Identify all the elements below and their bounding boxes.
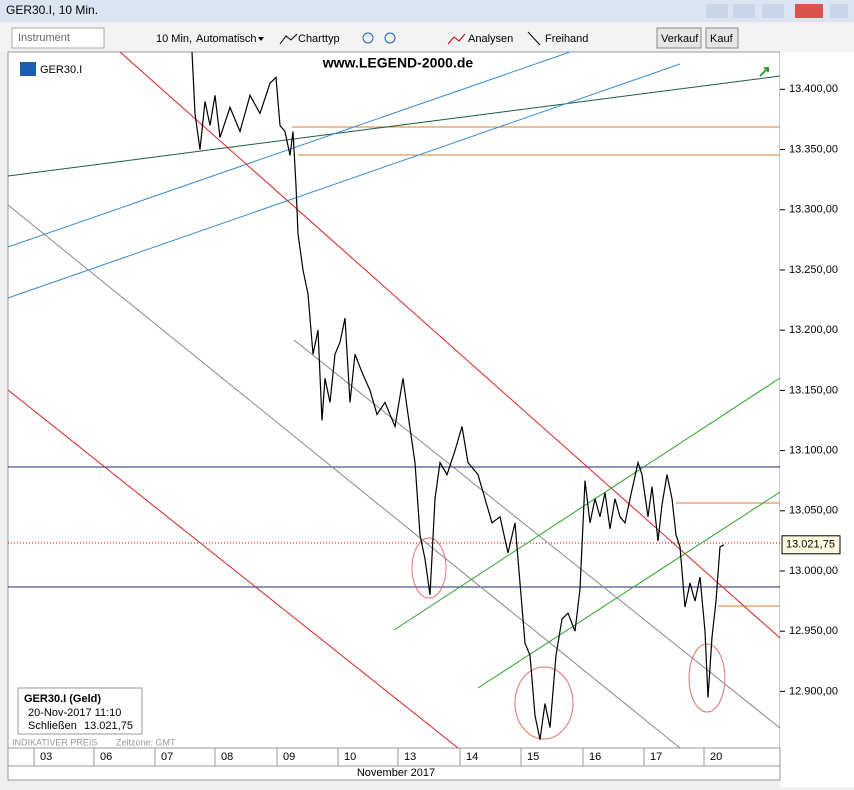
x-tick-label: 08 [221,751,233,763]
x-tick-label: 07 [161,751,173,763]
highlight-circle [411,537,447,599]
trend-line [7,63,681,299]
freehand[interactable]: Freihand [545,33,588,45]
y-tick-label: 12.950,00 [789,625,838,637]
trend-line [477,491,781,689]
instrument-placeholder: Instrument [18,32,70,44]
charttype-icon [279,33,298,45]
window-controls [706,4,848,18]
cfd-icon [20,62,36,76]
trend-line [7,204,681,749]
restore-button[interactable] [733,4,755,18]
x-tick-label: 03 [40,751,52,763]
zoom-out[interactable] [384,32,396,44]
arrow-button[interactable] [830,4,848,18]
min-button[interactable] [706,4,728,18]
last-price-label: 13.021,75 [786,539,835,551]
y-tick-label: 13.050,00 [789,505,838,517]
y-tick-label: 13.000,00 [789,565,838,577]
instrument-input[interactable] [11,27,105,49]
sell-label: Verkauf [661,33,699,45]
x-axis-area [7,747,781,767]
info-close-label: Schließen [28,720,77,732]
analyses[interactable]: Analysen [468,33,513,45]
price-line [191,51,725,740]
close-button[interactable] [795,4,823,18]
x-tick-label: 09 [283,751,295,763]
month-area [7,765,781,781]
plot-area [7,51,781,749]
info-datetime: 20-Nov-2017 11:10 [28,707,121,719]
highlight-circle [514,666,574,740]
max-button[interactable] [762,4,784,18]
x-tick-label: 16 [589,751,601,763]
y-tick-label: 13.100,00 [789,444,838,456]
y-tick-label: 13.250,00 [789,264,838,276]
charttype[interactable]: Charttyp [298,33,340,45]
x-tick-label: 20 [710,751,722,763]
trend-line [7,389,459,749]
analysis-icon [447,33,466,45]
timezone: Zeitzone: GMT [116,737,176,747]
y-tick-label: 13.350,00 [789,143,838,155]
interval[interactable]: 10 Min, [156,33,192,45]
trend-line [293,339,781,729]
zoom-in[interactable] [362,32,374,44]
trend-line [119,51,781,639]
freehand-icon [527,31,541,46]
buy-label: Kauf [710,33,734,45]
indicative: INDIKATIVER PREIS [12,737,97,747]
x-tick-label: 14 [466,751,478,763]
x-tick-label: 17 [650,751,662,763]
symbol-label[interactable]: GER30.I [40,64,82,76]
window-title: GER30.I, 10 Min. [6,3,98,17]
month-label: November 2017 [357,767,435,779]
last-price-box [781,535,841,555]
mode[interactable]: Automatisch [196,33,257,45]
title-bar [0,0,854,22]
watermark: www.LEGEND-2000.de [322,55,474,71]
x-tick-label: 10 [344,751,356,763]
sell-button[interactable] [656,27,702,49]
info-close-value: 13.021,75 [84,720,133,732]
y-tick-label: 13.200,00 [789,324,838,336]
x-tick-label: 06 [100,751,112,763]
trend-line [393,377,781,631]
highlight-circle [688,643,726,713]
dropdown-arrow [258,37,264,41]
trend-line [7,75,781,177]
y-axis-area [780,52,854,787]
x-tick-label: 13 [404,751,416,763]
y-tick-label: 12.900,00 [789,685,838,697]
x-tick-label: 15 [527,751,539,763]
buy-button[interactable] [705,27,739,49]
y-tick-label: 13.400,00 [789,83,838,95]
trend-icon [759,67,769,77]
info-box [17,687,143,735]
y-tick-label: 13.300,00 [789,204,838,216]
y-tick-label: 13.150,00 [789,384,838,396]
info-title: GER30.I (Geld) [24,693,101,705]
